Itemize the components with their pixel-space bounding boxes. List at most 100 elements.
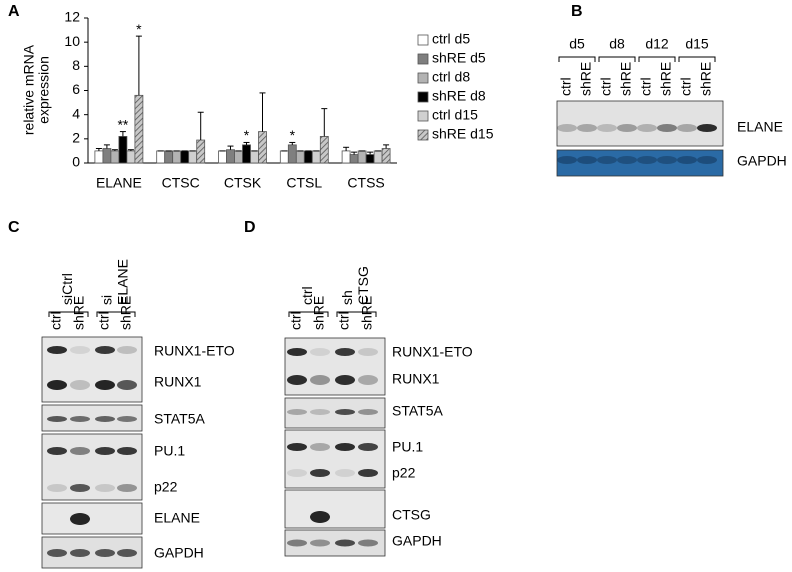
band (597, 156, 617, 164)
band (557, 124, 577, 132)
band (47, 484, 67, 492)
band (310, 409, 330, 415)
band (557, 156, 577, 164)
group-bracket (336, 311, 377, 317)
lane-label: ctrl (678, 77, 694, 96)
marker-label: p22 (392, 465, 416, 481)
marker-label: GAPDH (154, 545, 204, 561)
band (95, 549, 115, 557)
lane-label: ctrl (558, 77, 574, 96)
band (637, 124, 657, 132)
significance: ** (117, 116, 128, 132)
marker-label: ELANE (737, 119, 783, 135)
legend-label: ctrl d5 (432, 31, 470, 47)
bar (218, 150, 227, 164)
band (310, 469, 330, 477)
band (70, 380, 90, 390)
y-tick-label: 10 (64, 33, 80, 49)
legend-label: ctrl d15 (432, 107, 478, 123)
legend-label: shRE d8 (432, 88, 486, 104)
band (117, 447, 137, 455)
bar (319, 136, 329, 164)
bar (118, 136, 128, 164)
band (95, 447, 115, 455)
band (310, 539, 330, 547)
x-tick-label: CTSS (347, 175, 384, 191)
band (47, 549, 67, 557)
legend-swatch (417, 129, 429, 141)
marker-label: RUNX1-ETO (154, 343, 235, 359)
bar (341, 150, 351, 164)
marker-label: STAT5A (392, 403, 443, 419)
bar (172, 150, 182, 164)
group-bracket (96, 311, 136, 317)
group-label: si (99, 295, 115, 305)
band (358, 348, 378, 356)
band (70, 549, 90, 557)
band (47, 416, 67, 422)
band (310, 375, 330, 385)
legend-swatch (417, 53, 429, 65)
x-tick-label: CTSC (162, 175, 200, 191)
band (47, 447, 67, 455)
band (117, 484, 137, 492)
blot-strip (284, 489, 386, 529)
band (358, 409, 378, 415)
band (310, 511, 330, 523)
legend-swatch (417, 72, 429, 84)
band (657, 124, 677, 132)
bar (357, 150, 367, 164)
group-bracket (48, 311, 89, 317)
panel-label: A (8, 3, 20, 20)
x-tick-label: ELANE (96, 175, 142, 191)
bar (287, 144, 297, 164)
band (335, 539, 355, 547)
bar (226, 149, 235, 164)
marker-label: RUNX1-ETO (392, 344, 473, 360)
bar (180, 150, 190, 164)
group-label: d15 (685, 36, 709, 52)
blot-strip (284, 397, 386, 429)
band (617, 156, 637, 164)
band (287, 375, 307, 385)
legend-label: ctrl d8 (432, 69, 470, 85)
band (697, 124, 717, 132)
band (70, 416, 90, 422)
blot-strip (284, 429, 386, 489)
band (310, 348, 330, 356)
y-tick-label: 6 (72, 81, 80, 97)
lane-label: shRE (658, 62, 674, 96)
marker-label: p22 (154, 479, 178, 495)
group-bracket (288, 311, 329, 317)
band (358, 539, 378, 547)
marker-label: GAPDH (392, 533, 442, 549)
band (70, 447, 90, 455)
blot-strip (284, 337, 386, 396)
group-label: siCtrl (59, 273, 75, 305)
group-label: sh (339, 290, 355, 305)
bar (156, 150, 166, 164)
group-label: ELANE (115, 259, 131, 305)
group-bracket (678, 56, 716, 62)
marker-label: STAT5A (154, 411, 205, 427)
band (677, 156, 697, 164)
lane-label: ctrl (638, 77, 654, 96)
band (95, 346, 115, 354)
band (597, 124, 617, 132)
x-tick-label: CTSL (286, 175, 322, 191)
lane-label: shRE (118, 296, 134, 330)
band (117, 416, 137, 422)
bar (381, 148, 391, 164)
band (335, 375, 355, 385)
lane-label: shRE (71, 296, 87, 330)
band (617, 124, 637, 132)
band (677, 124, 697, 132)
band (47, 346, 67, 354)
bar (126, 150, 136, 164)
band (95, 416, 115, 422)
x-tick-label: CTSK (224, 175, 262, 191)
band (657, 156, 677, 164)
y-tick-label: 8 (72, 57, 80, 73)
band (335, 443, 355, 451)
